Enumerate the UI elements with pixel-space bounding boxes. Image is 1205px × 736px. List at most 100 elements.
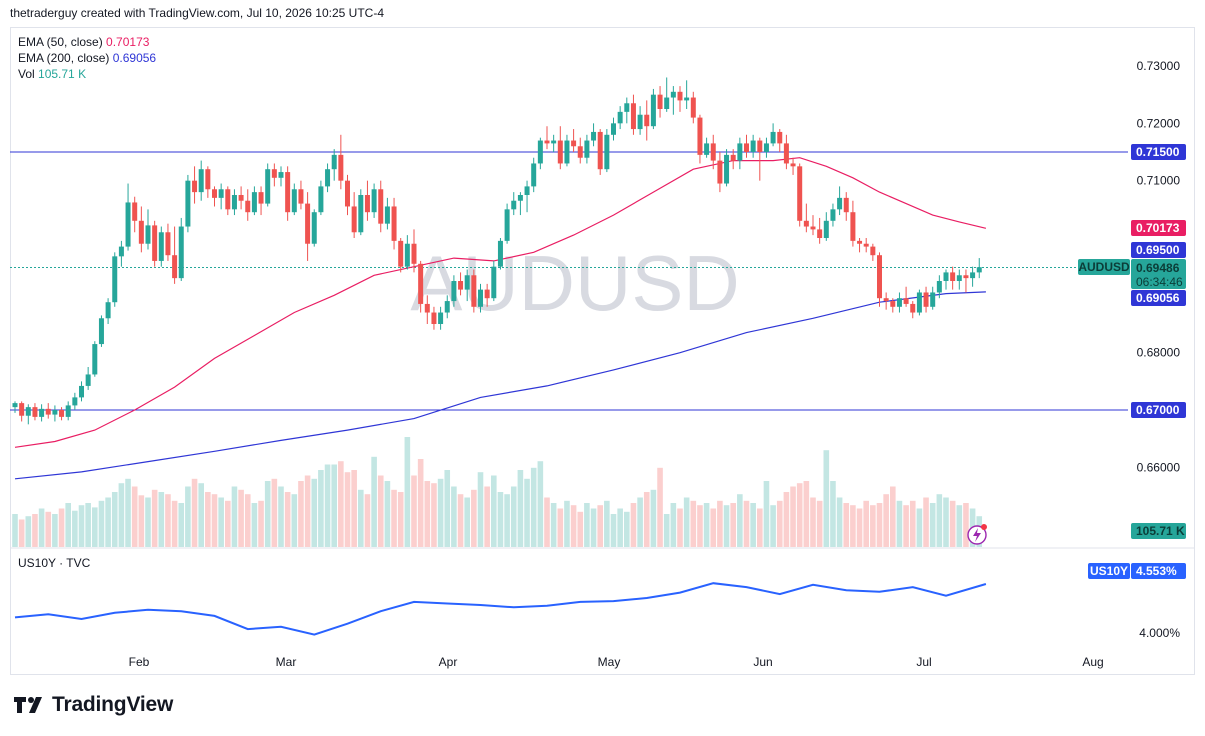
candle-body bbox=[225, 189, 231, 210]
candle-body bbox=[916, 292, 922, 313]
candle-body bbox=[970, 272, 976, 279]
legend-ema50[interactable]: EMA (50, close) 0.70173 bbox=[18, 34, 156, 50]
candle-body bbox=[823, 220, 829, 238]
candle-body bbox=[325, 169, 331, 187]
legend-ema200[interactable]: EMA (200, close) 0.69056 bbox=[18, 50, 156, 66]
volume-bar bbox=[424, 481, 431, 547]
candle-body bbox=[936, 281, 942, 293]
candle-body bbox=[125, 202, 131, 247]
volume-bar bbox=[311, 478, 318, 547]
volume-bar bbox=[344, 472, 351, 547]
volume-bar bbox=[650, 489, 657, 547]
candle-body bbox=[817, 229, 823, 238]
candle-body bbox=[12, 403, 18, 408]
volume-bar bbox=[624, 511, 630, 547]
lightning-icon-dot bbox=[981, 524, 987, 530]
volume-bar bbox=[185, 486, 191, 547]
level-lower-badge-bg bbox=[1131, 402, 1186, 418]
candle-body bbox=[604, 134, 610, 170]
chart-attribution: thetraderguy created with TradingView.co… bbox=[10, 6, 384, 20]
candle-body bbox=[737, 143, 743, 161]
candle-body bbox=[152, 225, 158, 261]
candle-body bbox=[238, 195, 244, 201]
volume-bar bbox=[125, 478, 131, 547]
volume-bar bbox=[670, 503, 677, 547]
candle-body bbox=[132, 202, 138, 221]
level-lower-badge-text: 0.67000 bbox=[1136, 403, 1180, 417]
volume-bar bbox=[843, 503, 850, 547]
us10y-line bbox=[14, 582, 987, 636]
volume-bar bbox=[32, 514, 38, 547]
volume-bar bbox=[371, 456, 377, 547]
volume-bar bbox=[743, 500, 750, 547]
volume-bar bbox=[377, 475, 384, 547]
candle-body bbox=[930, 292, 936, 307]
candle-body bbox=[265, 169, 271, 204]
volume-bar bbox=[683, 497, 690, 547]
candle-body bbox=[497, 240, 503, 267]
volume-bar bbox=[264, 481, 271, 547]
level-mid-badge-text: 0.69500 bbox=[1136, 243, 1180, 257]
us10y-symbol-badge-text: US10Y bbox=[1090, 564, 1128, 578]
volume-bar bbox=[524, 478, 530, 547]
candle-body bbox=[311, 212, 317, 244]
candle-body bbox=[305, 203, 311, 244]
candle-body bbox=[537, 140, 543, 164]
us10y-legend[interactable]: US10Y · TVC bbox=[18, 555, 90, 571]
volume-bar bbox=[856, 508, 863, 547]
volume-bar bbox=[717, 500, 723, 547]
candle-body bbox=[72, 397, 78, 406]
candle-body bbox=[32, 407, 38, 417]
volume-bar bbox=[111, 492, 118, 547]
candle-body bbox=[185, 180, 191, 227]
us10y-value-badge-text: 4.553% bbox=[1136, 564, 1177, 578]
volume-bar bbox=[464, 497, 470, 547]
candle-body bbox=[717, 160, 723, 184]
price-tick-label: 0.68000 bbox=[1137, 346, 1181, 360]
candle-body bbox=[890, 301, 896, 307]
last-price-badge-bg bbox=[1131, 259, 1186, 289]
candle-body bbox=[172, 255, 178, 279]
candle-body bbox=[730, 154, 736, 161]
tradingview-logo-text: TradingView bbox=[52, 693, 174, 716]
volume-bar bbox=[271, 478, 278, 547]
volume-bar bbox=[484, 486, 490, 547]
volume-bar bbox=[457, 494, 464, 547]
candle-body bbox=[857, 240, 863, 244]
price-tick-label: 0.72000 bbox=[1137, 116, 1181, 130]
candle-body bbox=[338, 154, 344, 181]
volume-bar bbox=[72, 510, 78, 547]
candle-body bbox=[451, 281, 457, 302]
candle-body bbox=[903, 298, 909, 304]
volume-bar bbox=[358, 489, 364, 547]
legend-ema50-label: EMA (50, close) bbox=[18, 35, 103, 49]
candle-body bbox=[524, 186, 530, 195]
volume-bar bbox=[909, 500, 916, 547]
countdown-text: 06:34:46 bbox=[1136, 275, 1183, 289]
tradingview-logo[interactable]: TradingView bbox=[12, 693, 173, 717]
candle-body bbox=[92, 344, 98, 375]
volume-bar bbox=[477, 472, 484, 547]
ema50-badge-bg bbox=[1131, 220, 1186, 236]
volume-bar bbox=[750, 503, 756, 547]
volume-bar bbox=[25, 516, 32, 547]
candle-body bbox=[690, 97, 696, 118]
last-price-text: 0.69486 bbox=[1136, 261, 1180, 275]
candle-body bbox=[883, 298, 889, 302]
candle-body bbox=[650, 94, 656, 127]
volume-bar bbox=[92, 507, 98, 547]
volume-bar bbox=[863, 500, 869, 547]
candle-body bbox=[358, 195, 364, 233]
candle-body bbox=[291, 189, 297, 213]
candle-body bbox=[231, 195, 237, 210]
candle-body bbox=[710, 143, 716, 161]
legend-vol[interactable]: Vol 105.71 K bbox=[18, 66, 156, 82]
volume-bar bbox=[544, 497, 550, 547]
candle-body bbox=[611, 123, 616, 135]
volume-bar bbox=[284, 492, 291, 547]
symbol-badge-text: AUDUSD bbox=[1078, 260, 1130, 274]
volume-bar bbox=[896, 500, 903, 547]
volume-bar bbox=[810, 497, 816, 547]
